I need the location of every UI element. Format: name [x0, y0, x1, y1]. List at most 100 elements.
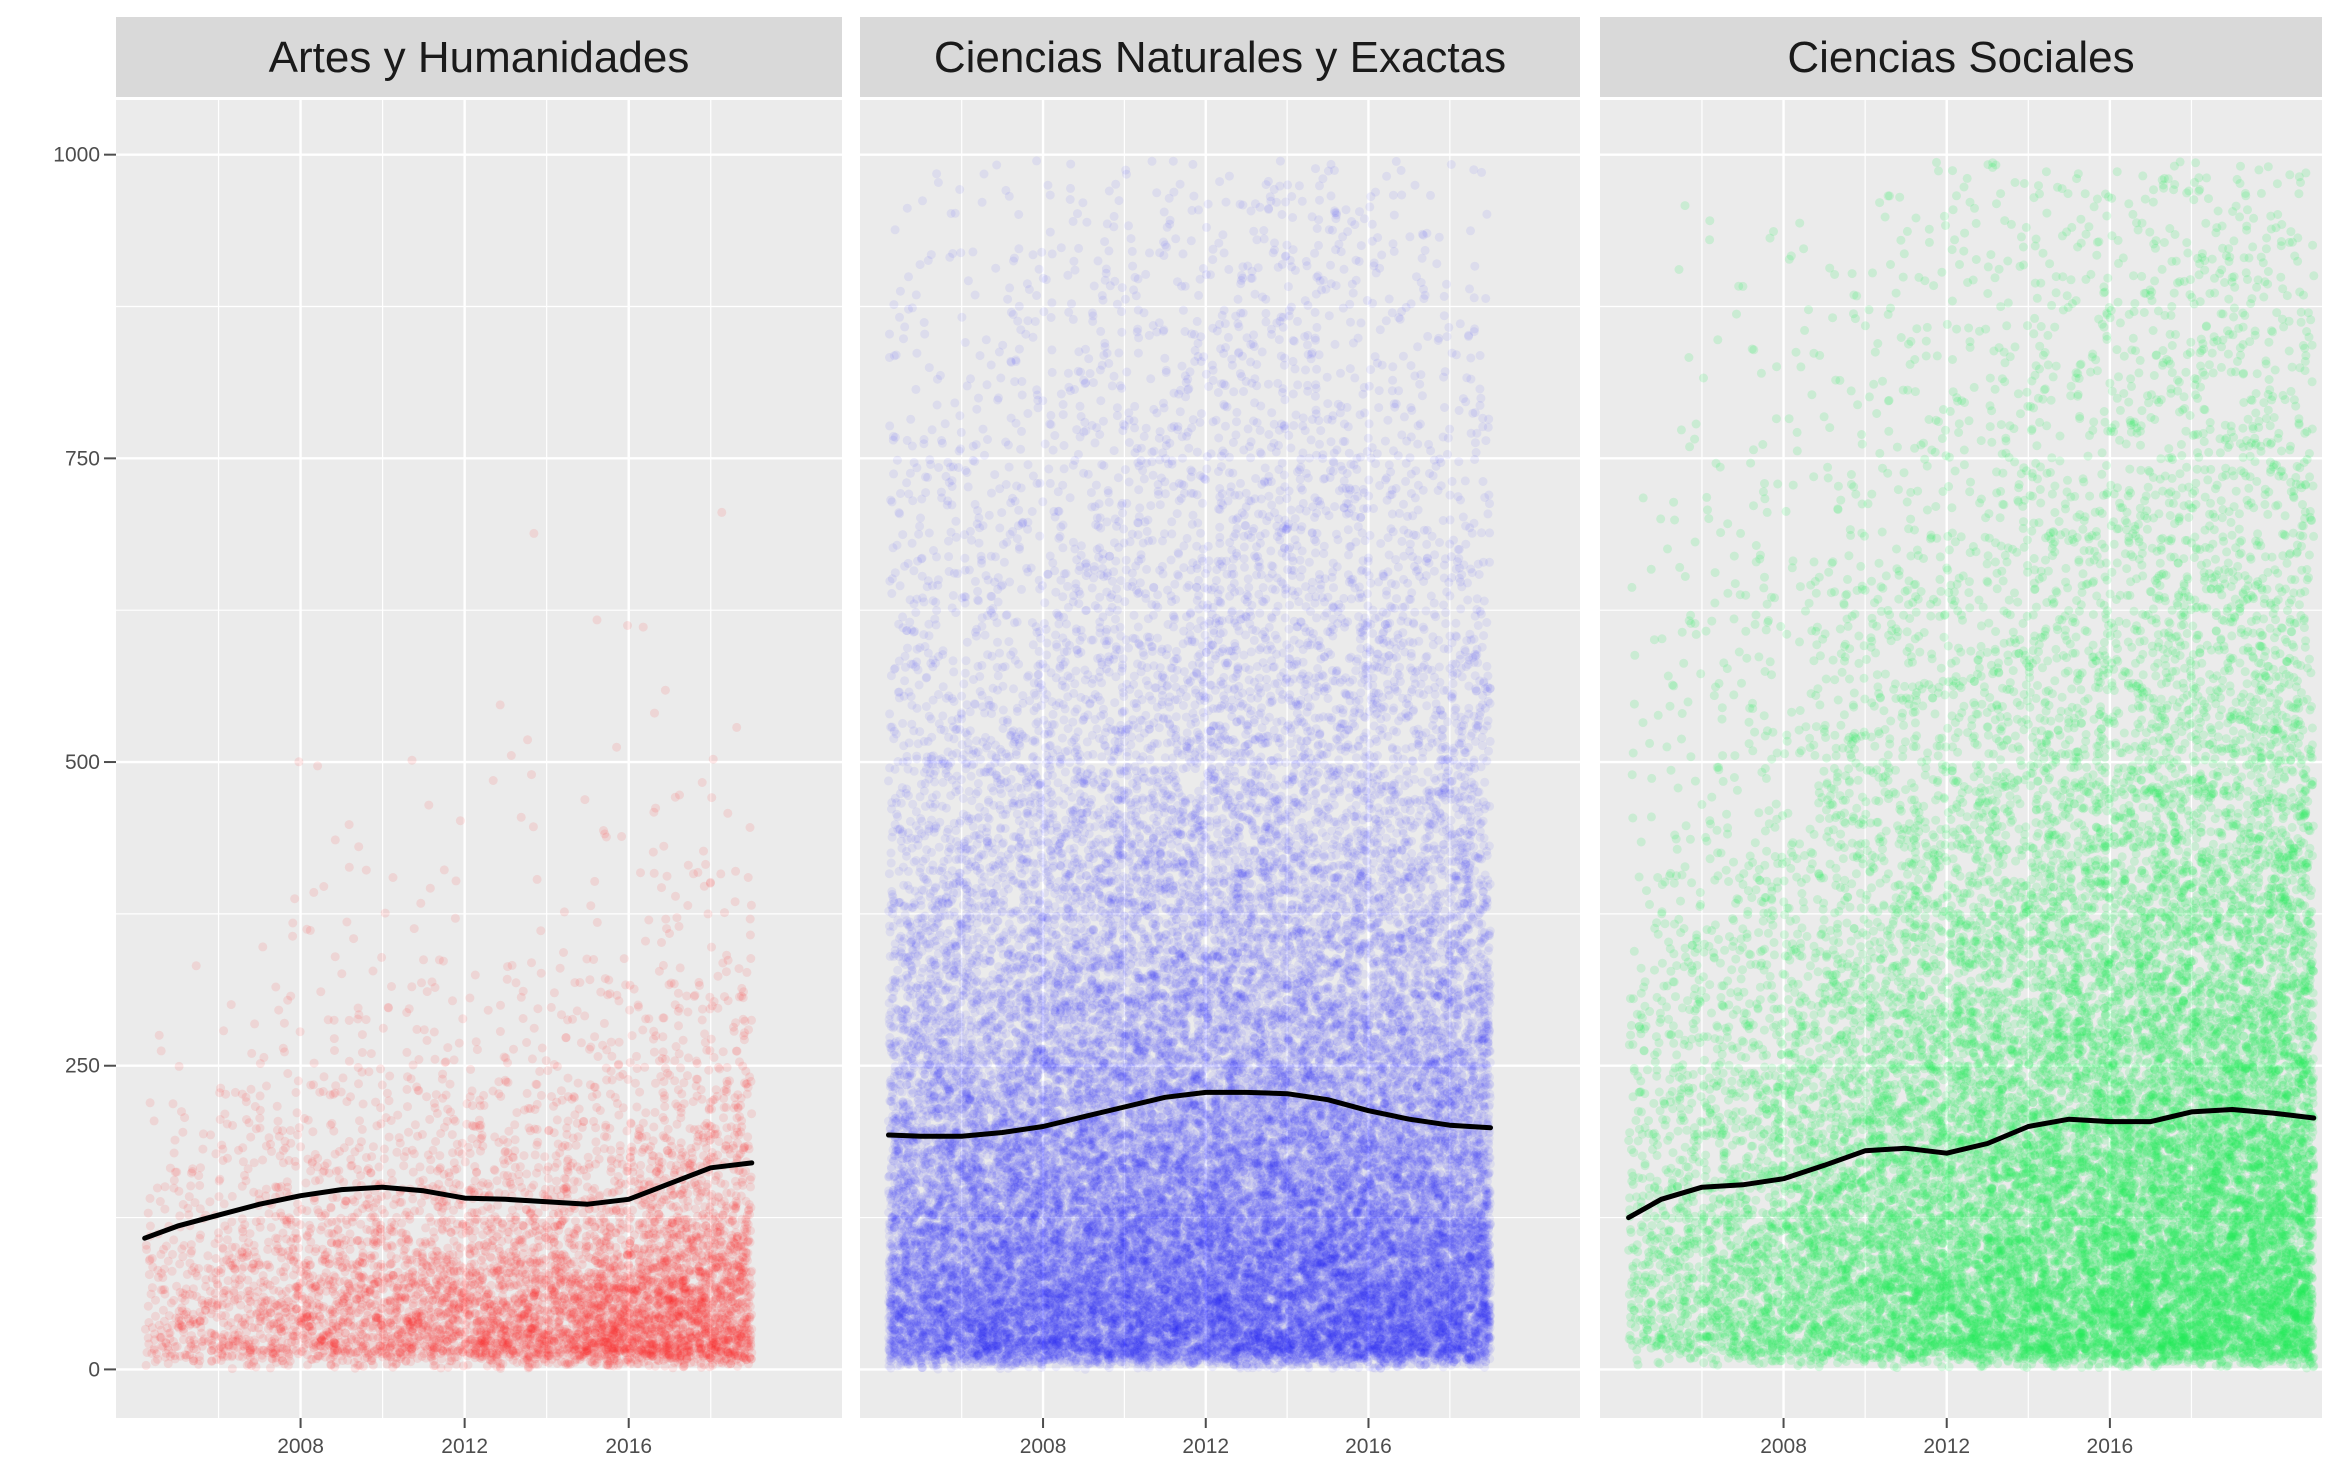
data-point	[315, 1300, 324, 1309]
data-point	[217, 1349, 226, 1358]
data-point	[424, 801, 433, 810]
data-point	[361, 1200, 370, 1209]
data-point	[617, 1292, 626, 1301]
data-point	[506, 1213, 515, 1222]
data-point	[170, 1351, 179, 1360]
data-point	[611, 1262, 620, 1271]
data-point	[649, 808, 658, 817]
data-point	[189, 1344, 198, 1353]
data-point	[377, 1119, 386, 1128]
data-point	[617, 1317, 626, 1326]
data-point	[357, 1137, 366, 1146]
data-point	[229, 1325, 238, 1334]
data-point	[274, 1117, 283, 1126]
data-point	[493, 1308, 502, 1317]
data-point	[228, 1334, 237, 1343]
data-point	[259, 1053, 268, 1062]
data-point	[599, 1306, 608, 1315]
data-point	[427, 1217, 436, 1226]
data-point	[493, 1266, 502, 1275]
data-point	[503, 1259, 512, 1268]
data-point	[353, 1191, 362, 1200]
data-point	[642, 1258, 651, 1267]
data-point	[485, 1355, 494, 1364]
data-point	[373, 1238, 382, 1247]
data-point	[644, 1315, 653, 1324]
data-point	[186, 1259, 195, 1268]
data-point	[550, 988, 559, 997]
data-point	[198, 1145, 207, 1154]
data-point	[180, 1241, 189, 1250]
data-point	[344, 1341, 353, 1350]
data-point	[417, 1347, 426, 1356]
data-point	[354, 842, 363, 851]
data-point	[395, 1297, 404, 1306]
data-point	[619, 1327, 628, 1336]
data-point	[637, 1304, 646, 1313]
data-point	[315, 1088, 324, 1097]
data-point	[661, 1273, 670, 1282]
data-point	[171, 1136, 180, 1145]
data-point	[658, 1158, 667, 1167]
data-point	[497, 1237, 506, 1246]
data-point	[611, 1243, 620, 1252]
data-point	[370, 1229, 379, 1238]
data-point	[626, 1058, 635, 1067]
data-point	[355, 1116, 364, 1125]
data-point	[378, 1352, 387, 1361]
data-point	[347, 1237, 356, 1246]
data-point	[470, 1226, 479, 1235]
data-point	[467, 1293, 476, 1302]
data-point	[613, 1251, 622, 1260]
data-point	[640, 1063, 649, 1072]
data-point	[415, 1206, 424, 1215]
data-point	[283, 1183, 292, 1192]
data-point	[520, 1151, 529, 1160]
data-point	[427, 1314, 436, 1323]
data-point	[267, 1223, 276, 1232]
data-point	[294, 1244, 303, 1253]
data-point	[635, 1169, 644, 1178]
data-point	[649, 1229, 658, 1238]
data-point	[650, 1048, 659, 1057]
data-point	[603, 990, 612, 999]
data-point	[280, 1019, 289, 1028]
data-point	[549, 1102, 558, 1111]
data-point	[657, 1324, 666, 1333]
data-point	[313, 1351, 322, 1360]
data-point	[402, 1008, 411, 1017]
data-point	[160, 1205, 169, 1214]
data-point	[448, 1345, 457, 1354]
data-point	[228, 1121, 237, 1130]
data-point	[275, 1287, 284, 1296]
data-point	[306, 1081, 315, 1090]
data-point	[358, 1048, 367, 1057]
data-point	[379, 1024, 388, 1033]
data-point	[602, 1239, 611, 1248]
data-point	[271, 1182, 280, 1191]
data-point	[496, 1027, 505, 1036]
data-point	[374, 1314, 383, 1323]
data-point	[417, 978, 426, 987]
data-point	[649, 848, 658, 857]
data-point	[544, 1126, 553, 1135]
data-point	[654, 1210, 663, 1219]
data-point	[293, 1130, 302, 1139]
data-point	[146, 1255, 155, 1264]
data-point	[150, 1116, 159, 1125]
data-point	[319, 1319, 328, 1328]
data-point	[620, 1346, 629, 1355]
data-point	[532, 1169, 541, 1178]
data-point	[399, 1161, 408, 1170]
data-point	[352, 1294, 361, 1303]
data-point	[403, 1102, 412, 1111]
data-point	[452, 1257, 461, 1266]
data-point	[639, 1119, 648, 1128]
data-point	[535, 1067, 544, 1076]
data-point	[331, 1290, 340, 1299]
data-point	[377, 953, 386, 962]
data-point	[220, 1110, 229, 1119]
data-point	[380, 1209, 389, 1218]
data-point	[407, 1074, 416, 1083]
data-point	[600, 1226, 609, 1235]
